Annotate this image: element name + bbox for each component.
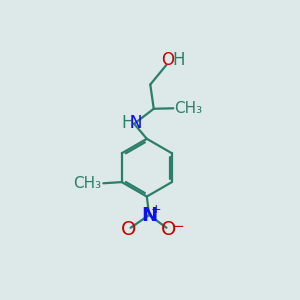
Text: N: N: [141, 206, 157, 224]
Text: O: O: [161, 51, 174, 69]
Text: +: +: [150, 203, 161, 216]
Text: CH₃: CH₃: [175, 101, 203, 116]
Text: H: H: [172, 51, 185, 69]
Text: H: H: [121, 114, 134, 132]
Text: O: O: [160, 220, 176, 239]
Text: N: N: [129, 114, 142, 132]
Text: O: O: [121, 220, 136, 239]
Text: −: −: [172, 219, 184, 234]
Text: CH₃: CH₃: [74, 176, 101, 191]
